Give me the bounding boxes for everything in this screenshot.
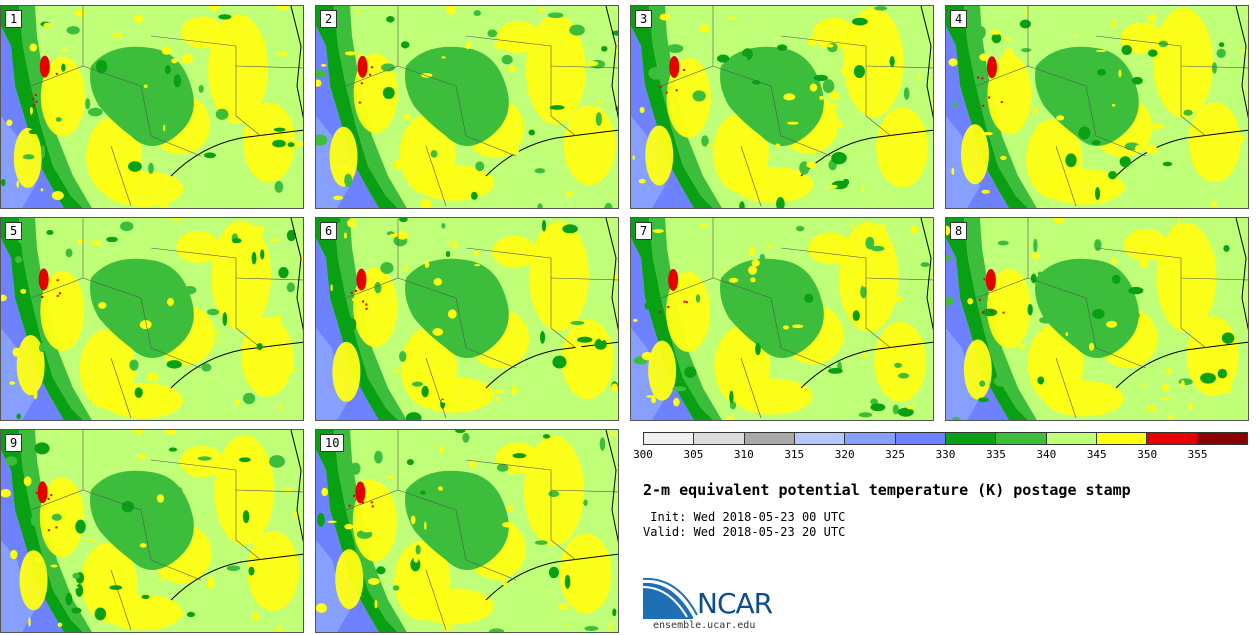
legend-tick-label: 310 [733, 448, 754, 461]
init-time: Init: Wed 2018-05-23 00 UTC [643, 510, 846, 524]
legend-tick-label: 305 [683, 448, 704, 461]
legend-tick-label: 340 [1036, 448, 1057, 461]
legend-tick-label: 345 [1086, 448, 1107, 461]
plot-title: 2-m equivalent potential temperature (K)… [643, 481, 1131, 499]
ensemble-member-map-3: 3 [630, 5, 934, 209]
legend-swatch [845, 433, 896, 444]
color-legend-bar [643, 432, 1248, 445]
legend-tick-label: 350 [1137, 448, 1158, 461]
ensemble-member-map-1: 1 [0, 5, 304, 209]
member-number: 9 [5, 434, 23, 452]
legend-tick-label: 325 [885, 448, 906, 461]
legend-swatch [744, 433, 795, 444]
legend-tick-label: 300 [633, 448, 653, 461]
logo-wordmark: NCAR [697, 587, 773, 620]
ncar-logo-icon [643, 577, 698, 619]
member-number: 6 [320, 222, 338, 240]
legend-tick-label: 335 [985, 448, 1006, 461]
legend-tick-label: 315 [784, 448, 805, 461]
member-number: 8 [950, 222, 968, 240]
legend-swatch [996, 433, 1047, 444]
ensemble-member-map-8: 8 [945, 217, 1249, 421]
legend-swatch [945, 433, 997, 444]
member-number: 3 [635, 10, 653, 28]
member-number: 2 [320, 10, 338, 28]
legend-tick-label: 355 [1187, 448, 1208, 461]
ensemble-member-map-10: 10 [315, 429, 619, 633]
legend-swatch [1197, 433, 1247, 444]
color-legend-ticks: 300 305 310 315 320 325 330 335 340 345 350 355 [633, 448, 1248, 466]
legend-swatch [694, 433, 745, 444]
legend-tick-label: 330 [935, 448, 956, 461]
member-number: 7 [635, 222, 653, 240]
ensemble-member-map-5: 5 [0, 217, 304, 421]
member-number: 4 [950, 10, 968, 28]
member-number: 10 [320, 434, 345, 452]
ensemble-member-map-2: 2 [315, 5, 619, 209]
ensemble-member-map-7: 7 [630, 217, 934, 421]
ensemble-member-map-9: 9 [0, 429, 304, 633]
legend-swatch [1046, 433, 1097, 444]
legend-swatch [644, 433, 695, 444]
ensemble-member-map-4: 4 [945, 5, 1249, 209]
legend-swatch [895, 433, 946, 444]
valid-time: Valid: Wed 2018-05-23 20 UTC [643, 525, 846, 539]
member-number: 5 [5, 222, 23, 240]
logo-url: ensemble.ucar.edu [653, 620, 756, 631]
legend-tick-label: 320 [834, 448, 855, 461]
legend-swatch [794, 433, 846, 444]
legend-swatch [1096, 433, 1148, 444]
legend-swatch [1147, 433, 1198, 444]
ensemble-member-map-6: 6 [315, 217, 619, 421]
member-number: 1 [5, 10, 23, 28]
